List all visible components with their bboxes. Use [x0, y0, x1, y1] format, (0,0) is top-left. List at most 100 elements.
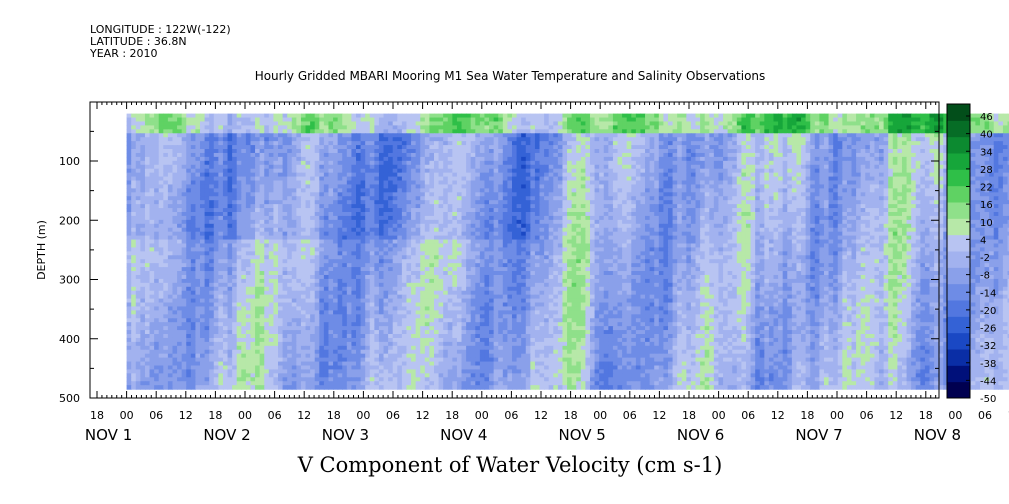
- heatmap-cell: [378, 196, 385, 201]
- heatmap-cell: [879, 117, 885, 123]
- heatmap-cell: [213, 145, 219, 150]
- heatmap-cell: [392, 113, 398, 119]
- heatmap-cell: [888, 137, 894, 142]
- heatmap-cell: [654, 156, 660, 162]
- heatmap-cell: [158, 192, 164, 197]
- heatmap-cell: [144, 196, 151, 201]
- heatmap-cell: [218, 204, 224, 209]
- heatmap-cell: [525, 168, 531, 174]
- heatmap-cell: [369, 125, 375, 130]
- heatmap-cell: [617, 200, 623, 205]
- heatmap-cell: [975, 113, 981, 119]
- heatmap-cell: [750, 176, 756, 182]
- heatmap-cell: [759, 125, 765, 130]
- heatmap-cell: [374, 204, 380, 209]
- heatmap-cell: [204, 149, 210, 154]
- heatmap-cell: [186, 156, 192, 162]
- heatmap-cell: [631, 172, 637, 178]
- heatmap-cell: [479, 152, 486, 158]
- heatmap-cell: [823, 129, 830, 134]
- heatmap-cell: [374, 113, 380, 119]
- heatmap-cell: [406, 137, 412, 142]
- heatmap-cell: [911, 192, 917, 197]
- heatmap-cell: [915, 208, 921, 213]
- heatmap-cell: [970, 113, 976, 119]
- heatmap-cell: [681, 208, 687, 213]
- heatmap-cell: [1002, 129, 1009, 134]
- heatmap-cell: [447, 164, 453, 170]
- heatmap-cell: [768, 141, 775, 146]
- heatmap-cell: [846, 137, 853, 142]
- heatmap-cell: [576, 184, 582, 189]
- heatmap-cell: [562, 168, 568, 174]
- heatmap-cell: [131, 121, 137, 127]
- heatmap-cell: [649, 125, 655, 130]
- heatmap-cell: [906, 204, 912, 209]
- heatmap-cell: [888, 117, 894, 123]
- heatmap-cell: [204, 180, 210, 186]
- heatmap-cell: [842, 164, 848, 170]
- heatmap-cell: [580, 133, 586, 138]
- heatmap-cell: [319, 180, 325, 186]
- heatmap-cell: [172, 172, 178, 178]
- heatmap-cell: [979, 200, 986, 205]
- heatmap-cell: [264, 188, 270, 193]
- heatmap-cell: [736, 196, 742, 201]
- heatmap-cell: [677, 113, 683, 119]
- heatmap-cell: [548, 133, 554, 138]
- heatmap-cell: [1002, 149, 1009, 154]
- heatmap-cell: [759, 133, 765, 138]
- heatmap-cell: [204, 113, 210, 119]
- heatmap-cell: [810, 117, 816, 123]
- heatmap-cell: [342, 113, 348, 119]
- heatmap-cell: [434, 137, 440, 142]
- heatmap-cell: [677, 164, 683, 170]
- heatmap-cell: [333, 152, 339, 158]
- heatmap-cell: [424, 192, 431, 197]
- heatmap-cell: [567, 204, 573, 209]
- heatmap-cell: [144, 129, 151, 134]
- heatmap-cell: [360, 192, 366, 197]
- heatmap-cell: [833, 117, 839, 123]
- heatmap-cell: [466, 204, 472, 209]
- heatmap-cell: [879, 145, 885, 150]
- heatmap-cell: [287, 184, 293, 189]
- heatmap-cell: [562, 141, 568, 146]
- heatmap-cell: [1007, 117, 1009, 123]
- heatmap-cell: [663, 152, 669, 158]
- heatmap-cell: [493, 176, 499, 182]
- heatmap-cell: [365, 121, 371, 127]
- heatmap-cell: [732, 141, 738, 146]
- heatmap-cell: [356, 160, 362, 166]
- heatmap-cell: [323, 152, 330, 158]
- heatmap-cell: [222, 184, 229, 189]
- heatmap-cell: [300, 176, 307, 182]
- heatmap-cell: [892, 125, 898, 130]
- heatmap-cell: [658, 152, 664, 158]
- heatmap-cell: [589, 208, 596, 213]
- heatmap-cell: [567, 145, 573, 150]
- heatmap-cell: [167, 117, 174, 123]
- heatmap-cell: [713, 121, 720, 127]
- heatmap-cell: [677, 180, 683, 186]
- heatmap-cell: [704, 121, 710, 127]
- heatmap-cell: [814, 200, 820, 205]
- heatmap-cell: [259, 204, 265, 209]
- heatmap-cell: [911, 121, 917, 127]
- heatmap-cell: [773, 184, 779, 189]
- heatmap-cell: [351, 168, 357, 174]
- heatmap-cell: [181, 192, 187, 197]
- heatmap-cell: [865, 200, 871, 205]
- heatmap-cell: [975, 133, 981, 138]
- chart-title: Hourly Gridded MBARI Mooring M1 Sea Wate…: [254, 69, 766, 83]
- heatmap-cell: [883, 141, 889, 146]
- heatmap-cell: [287, 152, 293, 158]
- heatmap-cell: [860, 137, 866, 142]
- heatmap-cell: [998, 196, 1004, 201]
- heatmap-cell: [700, 152, 706, 158]
- heatmap-cell: [356, 200, 362, 205]
- heatmap-cell: [773, 160, 779, 166]
- heatmap-cell: [768, 133, 775, 138]
- heatmap-cell: [305, 125, 311, 130]
- heatmap-cell: [874, 117, 880, 123]
